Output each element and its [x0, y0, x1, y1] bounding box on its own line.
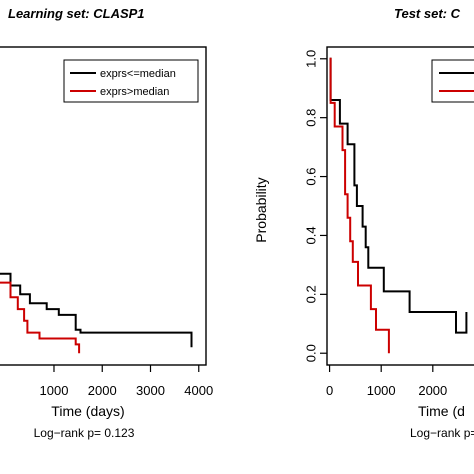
x-tick-label: 1000: [367, 383, 396, 398]
x-tick-label: 1000: [40, 383, 69, 398]
plot-marks: [329, 57, 468, 354]
x-axis-ticks: 1000 2000 3000 4000: [40, 365, 213, 398]
logrank-note: Log−rank p=: [410, 426, 474, 440]
y-tick-label: 0.0: [303, 344, 318, 362]
legend-label-low: exprs<=median: [100, 68, 176, 80]
x-axis-ticks: 0 1000 2000: [326, 365, 447, 398]
series-line-high: [0, 281, 81, 354]
legend-label-high: exprs>median: [100, 86, 169, 98]
y-tick-label: 0.2: [303, 285, 318, 303]
x-tick-label: 3000: [136, 383, 165, 398]
legend: exprs<=median exprs>median: [63, 59, 199, 103]
series-line-high: [329, 57, 390, 354]
x-tick-label: 4000: [184, 383, 213, 398]
x-tick-label: 0: [326, 383, 333, 398]
legend-box: [63, 59, 199, 103]
x-tick-label: 2000: [88, 383, 117, 398]
chart-title: Test set: C: [394, 6, 461, 21]
chart-title: Learning set: CLASP1: [8, 6, 145, 21]
series-line-low: [0, 272, 193, 348]
plot-frame: [326, 46, 474, 366]
plot-marks: [0, 272, 193, 354]
y-axis-label: Probability: [253, 177, 269, 242]
y-tick-label: 1.0: [303, 50, 318, 68]
legend: [431, 59, 474, 103]
x-axis-label: Time (d: [418, 403, 465, 419]
x-tick-label: 2000: [418, 383, 447, 398]
y-tick-label: 0.8: [303, 109, 318, 127]
legend-box: [431, 59, 474, 103]
logrank-note: Log−rank p= 0.123: [34, 426, 135, 440]
learning-set-panel: Learning set: CLASP1 1000 2000 3000 4000 ex…: [0, 6, 213, 440]
x-axis-label: Time (days): [51, 403, 124, 419]
y-tick-label: 0.6: [303, 168, 318, 186]
y-tick-label: 0.4: [303, 226, 318, 244]
series-line-low: [329, 57, 468, 334]
test-set-panel: Test set: C 0 1000 2000 0.0 0.2 0.4 0.6 0.8 1.0…: [253, 6, 474, 440]
y-axis-ticks: 0.0 0.2 0.4 0.6 0.8 1.0: [303, 50, 327, 362]
